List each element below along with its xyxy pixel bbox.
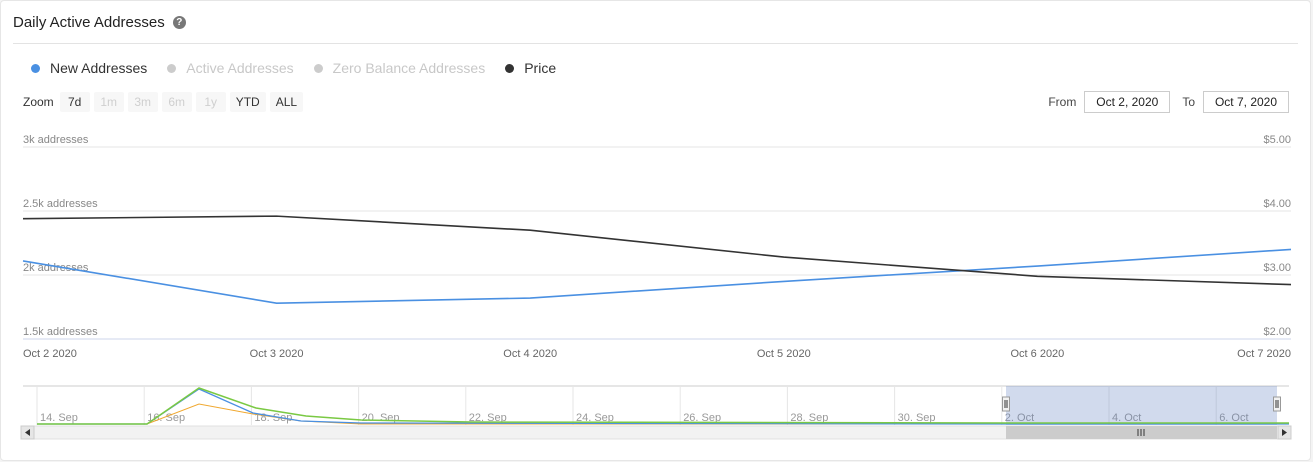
navigator-date-label: 16. Sep [147,412,185,424]
to-date-input[interactable] [1203,91,1289,113]
price-dot-icon [505,63,515,73]
x-tick-label: Oct 4 2020 [503,348,557,360]
navigator-date-label: 20. Sep [362,412,400,424]
y-tick-label-left: 2.5k addresses [23,198,98,210]
y-tick-label-right: $3.00 [1263,262,1291,274]
navigator-date-label: 14. Sep [40,412,78,424]
legend-item-active-addresses[interactable]: Active Addresses [167,60,294,76]
from-date-input[interactable] [1084,91,1171,113]
y-tick-label-left: 1.5k addresses [23,326,98,338]
range-selector: From To [1036,91,1289,113]
legend-label: Zero Balance Addresses [332,60,486,76]
x-tick-label: Oct 6 2020 [1010,348,1064,360]
y-tick-label-left: 2k addresses [23,262,89,274]
zero-balance-dot-icon [313,63,323,73]
y-tick-label-right: $5.00 [1263,134,1291,146]
navigator-date-label: 2. Oct [1005,412,1034,424]
navigator-date-label: 26. Sep [683,412,721,424]
zoom-7d-button[interactable]: 7d [59,92,90,112]
chart-title: Daily Active Addresses [13,13,165,31]
navigator-series-line [37,387,1289,425]
new-addresses-dot-icon [31,63,40,73]
x-tick-label: Oct 3 2020 [250,348,304,360]
help-icon[interactable]: ? [172,15,186,29]
grid [23,146,1291,340]
zoom-all-button[interactable]: ALL [269,92,304,112]
navigator-handle[interactable] [1273,396,1281,412]
arrow-right-icon [1282,429,1287,436]
legend-label: Active Addresses [186,60,294,76]
navigator-date-label: 6. Oct [1219,412,1248,424]
navigator-date-label: 24. Sep [576,412,614,424]
zoom-3m-button[interactable]: 3m [127,92,158,112]
zoom-label: Zoom [23,95,54,109]
divider [13,43,1298,44]
x-tick-label: Oct 7 2020 [1237,348,1291,360]
title-row: Daily Active Addresses ? [13,12,186,32]
y-tick-label-right: $2.00 [1263,326,1291,338]
legend-item-new-addresses[interactable]: New Addresses [31,60,147,76]
navigator-date-label: 4. Oct [1112,412,1141,424]
navigator-handle[interactable] [1002,396,1010,412]
navigator[interactable]: 14. Sep 16. Sep 18. Sep 20. Sep 22. Sep 24. S… [20,385,1292,440]
new-addresses-line [22,248,1292,304]
to-label: To [1182,95,1195,109]
navigator-date-label: 30. Sep [898,412,936,424]
zoom-ytd-button[interactable]: YTD [229,92,266,112]
from-label: From [1048,95,1077,109]
legend: New Addresses Active Addresses Zero Bala… [31,60,576,76]
arrow-left-icon [25,429,30,436]
active-addresses-dot-icon [167,63,177,73]
y-axis-left: 3k addresses 2.5k addresses 2k addresses 1.… [23,134,98,338]
legend-label: New Addresses [50,60,148,76]
zoom-controls: Zoom 7d 1m 3m 6m 1y YTD ALL [23,92,307,112]
price-line [22,215,1292,286]
navigator-background [23,386,1289,425]
x-axis: Oct 2 2020 Oct 3 2020 Oct 4 2020 Oct 5 2020… [23,348,1291,360]
legend-item-price[interactable]: Price [505,60,556,76]
zoom-1m-button[interactable]: 1m [93,92,124,112]
x-tick-label: Oct 2 2020 [23,348,77,360]
y-axis-right: $5.00 $4.00 $3.00 $2.00 [1263,134,1291,338]
zoom-6m-button[interactable]: 6m [161,92,192,112]
legend-label: Price [524,60,557,76]
x-tick-label: Oct 5 2020 [757,348,811,360]
series [22,215,1292,304]
navigator-date-label: 28. Sep [790,412,828,424]
navigator-selection [1006,386,1277,425]
y-tick-label-right: $4.00 [1263,198,1291,210]
y-tick-label-left: 3k addresses [23,134,89,146]
legend-item-zero-balance-addresses[interactable]: Zero Balance Addresses [313,60,486,76]
zoom-1y-button[interactable]: 1y [195,92,226,112]
navigator-date-label: 22. Sep [469,412,507,424]
